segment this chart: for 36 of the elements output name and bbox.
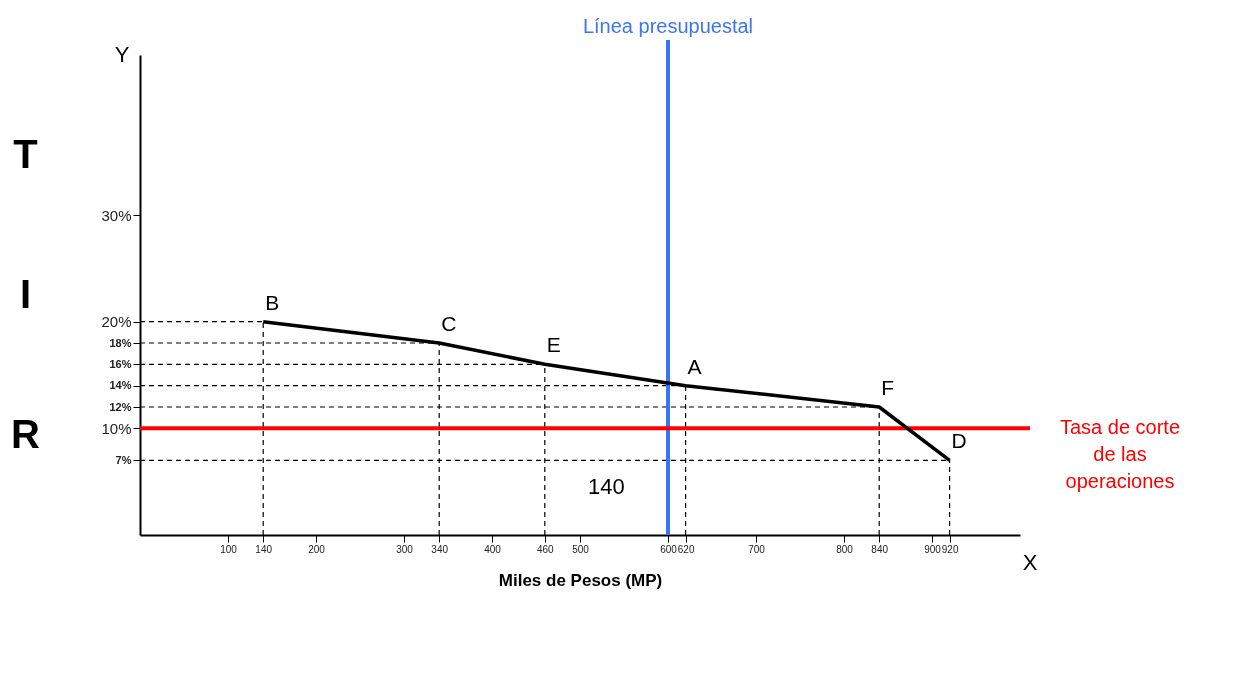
y-tick-label: 18% <box>109 336 132 349</box>
y-tick-label: 10% <box>101 419 132 437</box>
annotation: 140 <box>588 474 625 499</box>
x-tick-label: 920 <box>941 543 959 555</box>
y-tick-label: 7% <box>115 453 132 466</box>
x-tick-label: 400 <box>484 543 502 555</box>
x-tick-label: 140 <box>255 543 273 555</box>
x-tick-label: 200 <box>308 543 326 555</box>
text: TIR <box>11 131 40 456</box>
annotation: E <box>546 333 561 357</box>
text: X <box>1022 550 1038 575</box>
y-tick-label: 20% <box>101 313 132 331</box>
annotation: A <box>687 354 702 378</box>
y-tick-label: 16% <box>109 357 132 370</box>
x-tick-label: 500 <box>572 543 590 555</box>
ref-line-label: Línea presupuestal <box>582 15 754 37</box>
x-axis-title: Miles de Pesos (MP) <box>498 570 663 590</box>
ref-line-label: Tasa de corte de las operaciones <box>1059 416 1181 493</box>
x-tick-label: 460 <box>536 543 555 555</box>
annotation: D <box>951 429 967 453</box>
x-tick-label: 620 <box>677 543 695 555</box>
x-tick-label: 300 <box>396 543 414 555</box>
annotation: F <box>881 376 895 399</box>
y-tick-label: 12% <box>109 400 132 413</box>
x-tick-label: 700 <box>748 543 766 555</box>
x-tick-label: 800 <box>836 543 854 555</box>
annotation: C <box>441 312 457 335</box>
x-tick-label: 340 <box>431 543 449 555</box>
y-tick-label: 14% <box>109 379 132 392</box>
x-tick-label: 840 <box>871 543 889 555</box>
x-tick-label: 900 <box>924 543 942 555</box>
x-tick-label: 100 <box>220 543 238 555</box>
x-tick-label: 600 <box>660 543 678 555</box>
annotation: B <box>265 290 280 314</box>
text: Y <box>114 42 130 67</box>
y-tick-label: 30% <box>101 206 132 224</box>
